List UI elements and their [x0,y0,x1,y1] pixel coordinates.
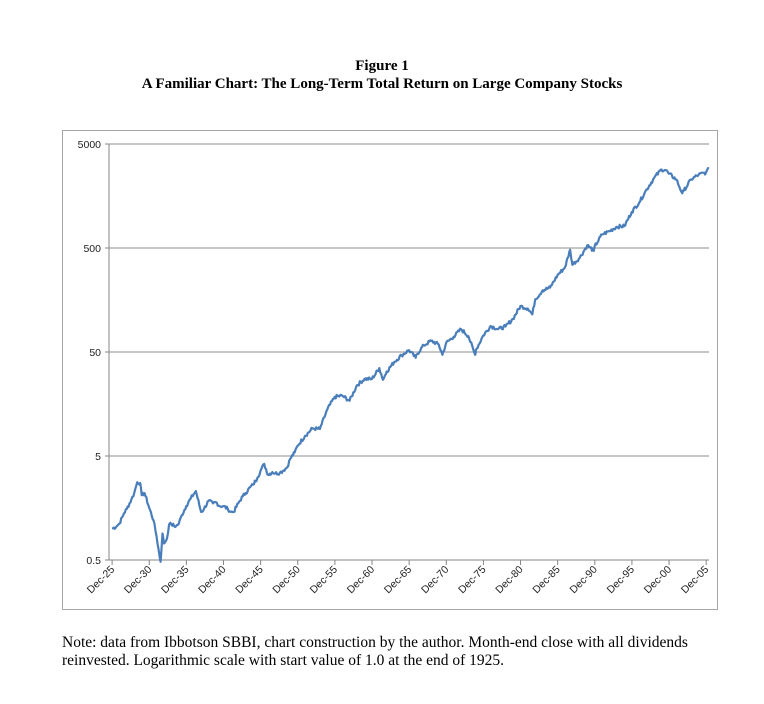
figure-title: A Familiar Chart: The Long-Term Total Re… [141,76,623,92]
y-tick-label: 50 [89,347,101,359]
x-tick-label: Dec-80 [493,564,526,597]
x-tick-label: Dec-50 [270,564,303,597]
x-tick-label: Dec-75 [456,564,489,597]
y-tick-label: 5 [95,451,101,463]
x-tick-label: Dec-25 [85,564,118,597]
x-tick-label: Dec-90 [567,564,600,597]
x-tick-label: Dec-35 [159,564,192,597]
x-tick-label: Dec-05 [679,564,712,597]
figure-label: Figure 1 [355,58,409,74]
chart-area: 5000 500 50 5 0.5 Dec-25 Dec-30 Dec-35 Dec-40 De… [62,130,718,610]
chart-note: Note: data from Ibbotson SBBI, chart con… [62,634,688,669]
x-tick-label: Dec-40 [196,564,229,597]
x-tick-label: Dec-00 [642,564,675,597]
y-tick-label: 500 [83,243,101,255]
x-tick-label: Dec-85 [530,564,563,597]
x-tick-label: Dec-65 [382,564,415,597]
y-tick-label: 0.5 [86,555,101,567]
y-tick-label: 5000 [78,139,102,151]
x-tick-label: Dec-60 [345,564,378,597]
x-tick-label: Dec-30 [122,564,155,597]
x-tick-label: Dec-95 [605,564,638,597]
series-line [111,167,710,563]
x-tick-label: Dec-45 [233,564,266,597]
x-tick-label: Dec-55 [308,564,341,597]
x-tick-label: Dec-70 [419,564,452,597]
